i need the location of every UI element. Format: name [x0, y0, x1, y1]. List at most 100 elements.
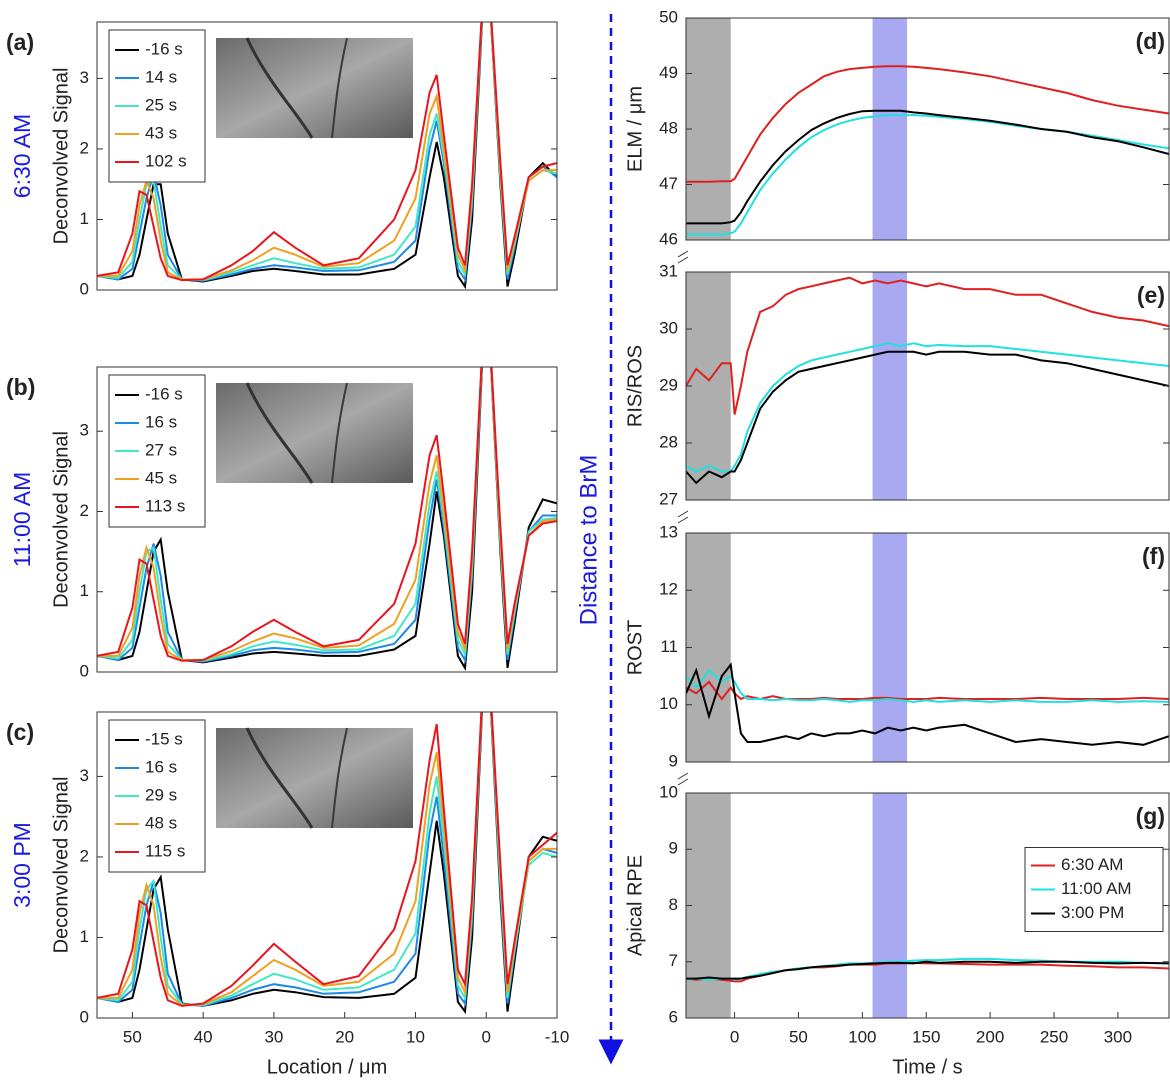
legend-label: 102 s — [145, 151, 187, 170]
plot-area — [686, 18, 1169, 240]
y-tick-label: 47 — [659, 174, 678, 193]
legend-label: 43 s — [145, 123, 177, 142]
fundus-inset — [216, 38, 413, 138]
y-axis-label: Deconvolved Signal — [50, 68, 72, 245]
y-tick-label: 3 — [80, 766, 89, 785]
plot-area — [686, 272, 1169, 500]
panel-label: (g) — [1136, 803, 1165, 829]
axes-frame — [685, 271, 1170, 501]
panel-label: (b) — [6, 374, 35, 400]
x-tick-label: 40 — [194, 1027, 213, 1046]
legend-label: 14 s — [145, 67, 177, 86]
vessel — [245, 37, 314, 139]
plot-area — [686, 793, 1169, 1018]
axes-frame — [685, 17, 1170, 241]
legend-label: 113 s — [145, 496, 185, 515]
legend-label: 115 s — [145, 841, 185, 860]
y-tick-label: 11 — [660, 637, 678, 656]
legend-label: -16 s — [145, 39, 183, 58]
y-tick-label: 2 — [80, 138, 89, 157]
panel-label: (e) — [1137, 282, 1165, 308]
y-tick-label: 8 — [669, 895, 678, 914]
y-tick-label: 48 — [659, 118, 678, 137]
y-tick-label: 27 — [659, 489, 678, 508]
x-tick-label: -10 — [545, 1027, 570, 1046]
plot-area — [97, 712, 557, 1015]
legend-label: -15 s — [145, 729, 183, 748]
panel-label: (c) — [6, 719, 34, 745]
y-tick-label: 1 — [80, 581, 89, 600]
legend-label: 45 s — [145, 468, 177, 487]
y-tick-label: 2 — [80, 846, 89, 865]
legend-label: 11:00 AM — [1061, 879, 1132, 898]
axis-break — [677, 510, 689, 518]
plot-area — [686, 533, 1169, 762]
x-tick-label: 50 — [123, 1027, 142, 1046]
x-tick-label: 250 — [1040, 1027, 1068, 1046]
shaded-band — [686, 18, 731, 240]
series-line — [686, 680, 1169, 701]
y-tick-label: 31 — [659, 261, 678, 280]
y-tick-label: 13 — [659, 522, 678, 541]
plot-area — [97, 22, 557, 290]
y-tick-label: 50 — [659, 7, 678, 26]
x-tick-label: 150 — [912, 1027, 940, 1046]
axis-break — [677, 516, 689, 524]
series-line — [686, 662, 1169, 746]
series-line — [686, 114, 1169, 236]
y-tick-label: 30 — [659, 318, 678, 337]
panel-label: (f) — [1142, 543, 1165, 569]
y-tick-label: 3 — [80, 421, 89, 440]
series-line — [686, 961, 1169, 983]
series-line — [686, 342, 1169, 473]
axis-break — [677, 778, 689, 786]
y-tick-label: 29 — [659, 375, 678, 394]
y-tick-label: 3 — [80, 68, 89, 87]
series-line — [686, 65, 1169, 183]
y-tick-label: 49 — [659, 63, 678, 82]
y-tick-label: 2 — [80, 501, 89, 520]
y-axis-label: Deconvolved Signal — [50, 777, 72, 954]
fundus-inset — [216, 383, 413, 483]
panel-label: (d) — [1136, 28, 1165, 54]
row-label: 3:00 PM — [9, 822, 35, 908]
legend-label: 27 s — [145, 440, 177, 459]
vessel — [245, 382, 314, 484]
x-tick-label: 50 — [789, 1027, 808, 1046]
legend-label: 6:30 AM — [1061, 855, 1123, 874]
y-tick-label: 46 — [659, 229, 678, 248]
vessel — [331, 382, 348, 484]
y-tick-label: 10 — [659, 782, 678, 801]
x-tick-label: 30 — [264, 1027, 283, 1046]
x-tick-label: 0 — [481, 1027, 490, 1046]
x-tick-label: 100 — [848, 1027, 876, 1046]
axes-frame — [96, 21, 558, 291]
row-label: 6:30 AM — [9, 114, 35, 198]
series-line — [686, 350, 1169, 485]
shaded-band — [686, 272, 731, 500]
y-tick-label: 1 — [80, 209, 89, 228]
axis-break — [677, 250, 689, 258]
legend-label: 16 s — [145, 412, 177, 431]
y-tick-label: 0 — [80, 661, 89, 680]
y-tick-label: 9 — [669, 751, 678, 770]
shaded-band — [686, 533, 731, 762]
panel-label: (a) — [6, 29, 34, 55]
vessel — [331, 727, 348, 829]
y-tick-label: 0 — [80, 1007, 89, 1026]
y-axis-label: Apical RPE — [624, 855, 646, 956]
shaded-band — [872, 272, 908, 500]
legend-label: 29 s — [145, 785, 177, 804]
axes-frame — [96, 711, 558, 1019]
shaded-band — [872, 533, 908, 762]
x-tick-label: 200 — [976, 1027, 1004, 1046]
x-tick-label: 20 — [335, 1027, 354, 1046]
series-line — [686, 668, 1169, 703]
y-tick-label: 9 — [669, 839, 678, 858]
y-axis-label: ELM / μm — [624, 86, 646, 172]
axis-break — [677, 256, 689, 264]
y-axis-label: RIS/ROS — [624, 345, 646, 427]
axes-frame — [96, 366, 558, 673]
y-tick-label: 1 — [80, 927, 89, 946]
legend-label: 3:00 PM — [1061, 903, 1124, 922]
